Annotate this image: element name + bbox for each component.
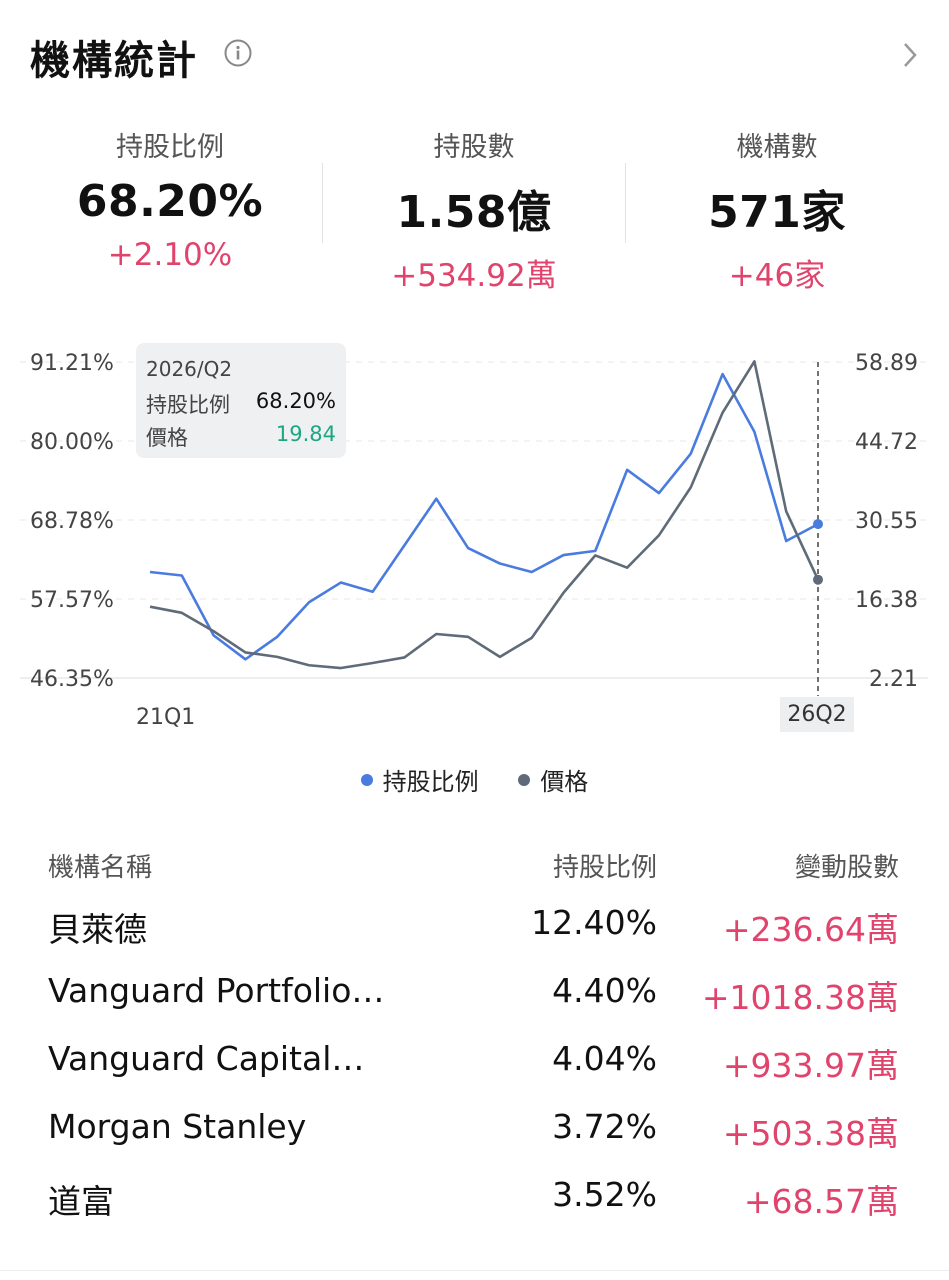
tooltip-row-price: 價格 19.84 bbox=[146, 422, 336, 452]
table-row[interactable]: Morgan Stanley 3.72% +503.38萬 bbox=[48, 1095, 899, 1163]
legend-dot-icon bbox=[518, 774, 531, 786]
stat-shares-held: 持股數 1.58億 +534.92萬 bbox=[324, 125, 624, 295]
tooltip-value: 68.20% bbox=[255, 389, 336, 413]
table-row[interactable]: Vanguard Portfolio… 4.40% +1018.38萬 bbox=[48, 959, 899, 1027]
legend-dot-icon bbox=[360, 774, 373, 786]
series-point-0 bbox=[813, 519, 823, 530]
stat-value: 68.20% bbox=[76, 176, 264, 227]
y-left-tick-label: 57.57% bbox=[30, 588, 114, 613]
institution-name: Morgan Stanley bbox=[48, 1107, 307, 1146]
y-left-tick-label: 80.00% bbox=[30, 430, 114, 455]
series-point-1 bbox=[813, 574, 823, 585]
y-left-tick-label: 68.78% bbox=[30, 509, 114, 534]
institution-pct: 4.04% bbox=[552, 1039, 657, 1078]
table-row[interactable]: 道富 3.52% +68.57萬 bbox=[48, 1163, 899, 1231]
table-row[interactable]: 貝萊德 12.40% +236.64萬 bbox=[48, 891, 899, 959]
chart-tooltip: 2026/Q2 持股比例 68.20% 價格 19.84 bbox=[136, 343, 346, 458]
series-line-0 bbox=[149, 372, 819, 661]
tooltip-row-holding: 持股比例 68.20% bbox=[146, 389, 336, 419]
holding-chart[interactable]: 91.21% 80.00% 68.78% 57.57% 46.35% 58.89 44.72… bbox=[0, 330, 949, 750]
institution-change: +236.64萬 bbox=[722, 910, 899, 949]
y-right-tick-label: 16.38 bbox=[855, 588, 918, 613]
stat-change: +2.10% bbox=[107, 237, 233, 273]
info-icon[interactable] bbox=[223, 38, 253, 68]
institution-name: 貝萊德 bbox=[48, 910, 147, 949]
institution-change: +1018.38萬 bbox=[701, 978, 899, 1017]
stat-divider bbox=[322, 163, 323, 243]
stat-label: 持股比例 bbox=[116, 132, 224, 163]
x-tick-label: 21Q1 bbox=[136, 705, 195, 730]
y-right-tick-label: 58.89 bbox=[855, 351, 918, 376]
legend-item-price[interactable]: 價格 bbox=[518, 762, 588, 797]
institution-name: Vanguard Capital… bbox=[48, 1039, 365, 1078]
header-pct: 持股比例 bbox=[552, 853, 657, 883]
institution-pct: 3.72% bbox=[552, 1107, 657, 1146]
legend-label: 持股比例 bbox=[382, 768, 479, 796]
x-axis-end-tag: 26Q2 bbox=[780, 697, 854, 732]
page-title: 機構統計 bbox=[30, 38, 198, 84]
stat-change: +534.92萬 bbox=[391, 258, 557, 294]
series-line-1 bbox=[149, 360, 820, 670]
stat-label: 持股數 bbox=[433, 132, 515, 163]
institution-pct: 3.52% bbox=[552, 1175, 657, 1214]
stat-value: 571家 bbox=[708, 187, 846, 238]
institution-table: 機構名稱 持股比例 變動股數 貝萊德 12.40% +236.64萬 Vangu… bbox=[48, 845, 899, 1231]
header-name: 機構名稱 bbox=[48, 853, 153, 883]
y-right-tick-label: 2.21 bbox=[869, 667, 918, 692]
institution-name: Vanguard Portfolio… bbox=[48, 971, 385, 1010]
legend-label: 價格 bbox=[540, 768, 589, 796]
chart-legend: 持股比例 價格 bbox=[0, 762, 949, 797]
bottom-divider bbox=[0, 1270, 949, 1271]
stat-institution-count: 機構數 571家 +46家 bbox=[627, 125, 927, 295]
stat-holding-ratio: 持股比例 68.20% +2.10% bbox=[20, 125, 320, 273]
y-right-tick-label: 30.55 bbox=[855, 509, 918, 534]
y-right-tick-label: 44.72 bbox=[855, 430, 918, 455]
institution-change: +503.38萬 bbox=[722, 1114, 899, 1153]
stat-divider bbox=[625, 163, 626, 243]
stats-summary: 持股比例 68.20% +2.10% 持股數 1.58億 +534.92萬 機構… bbox=[20, 125, 929, 294]
tooltip-date: 2026/Q2 bbox=[146, 357, 233, 381]
tooltip-label: 持股比例 bbox=[146, 393, 230, 417]
institution-change: +68.57萬 bbox=[743, 1182, 899, 1221]
institution-pct: 12.40% bbox=[531, 903, 657, 942]
y-left-tick-label: 46.35% bbox=[30, 667, 114, 692]
stat-change: +46家 bbox=[728, 258, 826, 294]
header-change: 變動股數 bbox=[794, 853, 899, 883]
table-row[interactable]: Vanguard Capital… 4.04% +933.97萬 bbox=[48, 1027, 899, 1095]
stat-value: 1.58億 bbox=[396, 187, 552, 238]
stat-label: 機構數 bbox=[736, 132, 818, 163]
institution-name: 道富 bbox=[48, 1182, 114, 1221]
institution-change: +933.97萬 bbox=[722, 1046, 899, 1085]
institution-pct: 4.40% bbox=[552, 971, 657, 1010]
legend-item-holding[interactable]: 持股比例 bbox=[360, 762, 479, 797]
table-header: 機構名稱 持股比例 變動股數 bbox=[48, 845, 899, 891]
section-header: 機構統計 bbox=[30, 28, 929, 88]
tooltip-label: 價格 bbox=[146, 426, 188, 450]
chevron-right-icon[interactable] bbox=[899, 40, 921, 70]
y-left-tick-label: 91.21% bbox=[30, 351, 114, 376]
tooltip-value: 19.84 bbox=[275, 422, 336, 446]
